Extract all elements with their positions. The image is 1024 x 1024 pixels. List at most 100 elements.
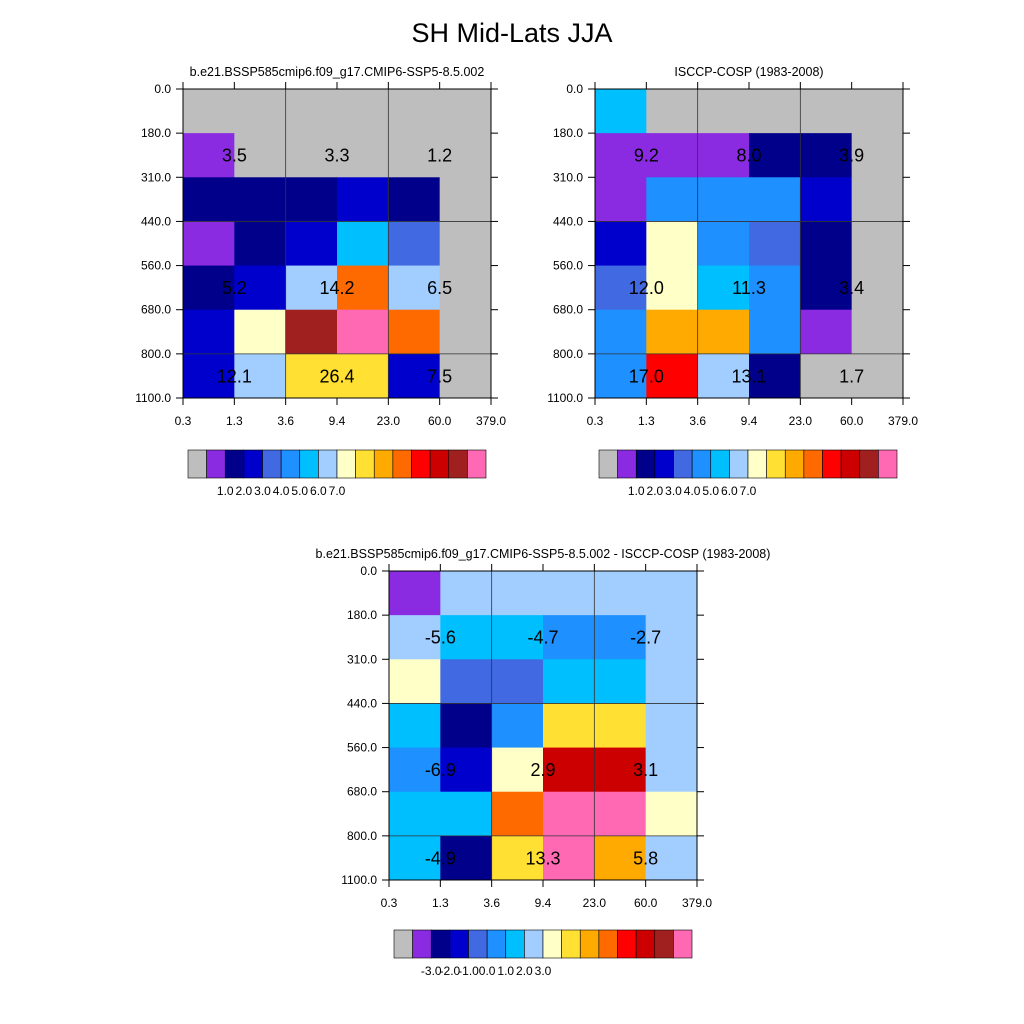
y-tick-label: 680.0: [553, 303, 583, 317]
heatmap-cell: [697, 177, 750, 222]
heatmap-cell: [800, 309, 853, 355]
x-tick-label: 0.3: [381, 896, 398, 910]
heatmap-cell: [337, 177, 389, 222]
heatmap-cell: [389, 835, 441, 881]
heatmap-cell: [389, 747, 441, 793]
heatmap-cell: [337, 309, 389, 355]
cell-value-label: 1.7: [839, 366, 864, 386]
heatmap-cell: [234, 265, 287, 311]
heatmap-cell: [388, 309, 441, 355]
x-tick-label: 3.6: [277, 414, 294, 428]
heatmap-cell: [645, 747, 698, 793]
heatmap-cell: [389, 615, 441, 660]
heatmap-cell: [645, 615, 698, 660]
heatmap-cell: [594, 703, 647, 749]
panel-title: ISCCP-COSP (1983-2008): [674, 65, 823, 79]
heatmap-cell: [697, 353, 750, 399]
colorbar-label: 3.0: [665, 484, 682, 498]
cell-value-label: -2.7: [630, 628, 661, 648]
x-tick-label: 0.3: [587, 414, 604, 428]
cell-value-label: 9.2: [634, 146, 659, 166]
heatmap-cell: [851, 353, 904, 399]
colorbar-swatch: [673, 929, 693, 959]
heatmap-cell: [800, 353, 853, 399]
colorbar-swatch: [579, 929, 600, 959]
colorbar-swatch: [392, 449, 412, 479]
heatmap-cell: [491, 791, 544, 837]
heatmap-cell: [285, 265, 338, 311]
heatmap-cell: [491, 703, 544, 749]
x-tick-label: 9.4: [741, 414, 758, 428]
cell-value-label: 13.1: [731, 366, 766, 386]
heatmap-cell: [388, 89, 441, 134]
x-tick-label: 9.4: [329, 414, 346, 428]
colorbar-label: -3.0: [421, 964, 442, 978]
heatmap-cell: [491, 571, 544, 616]
cell-value-label: -4.9: [425, 848, 456, 868]
cell-value-label: 26.4: [319, 366, 354, 386]
heatmap-cell: [440, 659, 493, 704]
colorbar-swatch: [243, 449, 263, 479]
colorbar-swatch: [691, 449, 712, 479]
colorbar-label: -1.0: [458, 964, 479, 978]
colorbar-swatch: [598, 929, 618, 959]
x-tick-label: 1.3: [638, 414, 655, 428]
x-tick-label: 23.0: [583, 896, 607, 910]
colorbar-label: 1.0: [217, 484, 234, 498]
heatmap-cell: [595, 353, 647, 399]
colorbar-label: 2.0: [516, 964, 533, 978]
heatmap-cell: [594, 659, 647, 704]
x-tick-label: 379.0: [888, 414, 918, 428]
x-tick-label: 60.0: [634, 896, 658, 910]
heatmap-cell: [749, 265, 801, 311]
colorbar-swatch: [505, 929, 525, 959]
x-tick-label: 0.3: [175, 414, 192, 428]
colorbar-swatch: [598, 449, 618, 479]
colorbar-swatch: [784, 449, 805, 479]
colorbar-swatch: [840, 449, 861, 479]
heatmap-cell: [285, 221, 338, 267]
heatmap-cell: [646, 221, 699, 267]
heatmap-cell: [439, 309, 492, 355]
heatmap-cell: [595, 133, 647, 178]
y-tick-label: 680.0: [141, 303, 171, 317]
heatmap-cell: [646, 265, 699, 311]
heatmap-cell: [491, 747, 544, 793]
heatmap-cell: [594, 747, 647, 793]
heatmap-cell: [234, 89, 287, 134]
heatmap-cell: [285, 309, 338, 355]
heatmap-cell: [234, 353, 287, 399]
colorbar-swatch: [430, 929, 451, 959]
y-tick-label: 560.0: [141, 259, 171, 273]
heatmap-cell: [646, 177, 699, 222]
cell-value-label: -6.9: [425, 760, 456, 780]
x-tick-label: 1.3: [226, 414, 243, 428]
cell-value-label: 5.8: [633, 848, 658, 868]
cell-value-label: 2.9: [530, 760, 555, 780]
heatmap-cell: [285, 89, 338, 134]
colorbar-label: 1.0: [497, 964, 514, 978]
cell-value-label: 17.0: [629, 366, 664, 386]
colorbar-label: 5.0: [291, 484, 308, 498]
x-tick-label: 60.0: [840, 414, 864, 428]
heatmap-cell: [543, 659, 595, 704]
heatmap-cell: [646, 133, 699, 178]
colorbar-swatch: [710, 449, 730, 479]
x-tick-label: 379.0: [682, 896, 712, 910]
cell-value-label: 12.0: [629, 278, 664, 298]
colorbar-swatch: [878, 449, 898, 479]
colorbar-label: 1.0: [628, 484, 645, 498]
colorbar-swatch: [355, 449, 375, 479]
heatmap-panel-2: ISCCP-COSP (1983-2008) 0.0 180.0 310.0 440.0…: [547, 65, 918, 498]
x-tick-label: 9.4: [535, 896, 552, 910]
heatmap-cell: [851, 309, 904, 355]
heatmap-cell: [337, 353, 389, 399]
colorbar-swatch: [412, 929, 432, 959]
heatmap-cell: [285, 353, 338, 399]
heatmap-cell: [234, 221, 287, 267]
colorbar-swatch: [336, 449, 356, 479]
colorbar-swatch: [635, 929, 656, 959]
y-tick-label: 1100.0: [341, 873, 377, 887]
heatmap-cell: [183, 265, 235, 311]
colorbar-swatch: [373, 449, 394, 479]
